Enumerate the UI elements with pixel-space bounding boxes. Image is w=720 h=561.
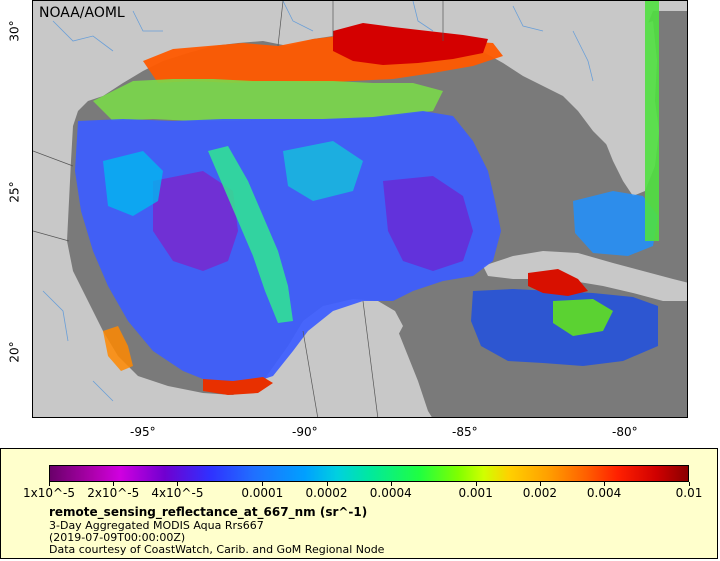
data-swath-coastal-green <box>93 79 443 121</box>
colorbar-tick-label: 0.0002 <box>305 486 348 500</box>
data-swath-cyan-center <box>283 141 363 201</box>
river-lines <box>42 1 594 402</box>
variable-name: remote_sensing_reflectance_at_667_nm (sr… <box>49 505 368 519</box>
credit-label: NOAA/AOML <box>39 5 125 21</box>
colorbar-tick-label: 0.0001 <box>241 486 284 500</box>
colorbar-tick-label: 2x10^-5 <box>87 486 140 500</box>
data-swath-purple-west <box>153 171 238 271</box>
colorbar-tick-label: 1x10^-5 <box>22 486 76 500</box>
lon-tick-90: -90° <box>292 425 318 439</box>
lon-tick-85: -85° <box>452 425 478 439</box>
colorbar-tick <box>390 482 392 486</box>
dataset-description: 3-Day Aggregated MODIS Aqua Rrs667 <box>49 519 264 532</box>
colorbar-tick-label: 0.001 <box>458 486 493 500</box>
colorbar-tick <box>262 482 264 486</box>
lat-tick-30: 30° <box>7 20 22 42</box>
legend-panel: remote_sensing_reflectance_at_667_nm (sr… <box>0 448 718 559</box>
colorbar <box>49 465 689 482</box>
colorbar-tick-label: 0.0004 <box>369 486 412 500</box>
data-swath-cyan-west <box>103 151 163 216</box>
data-swath-purple-east <box>383 176 473 271</box>
map-area: NOAA/AOML <box>32 0 688 418</box>
data-swath-east-strip <box>645 1 659 241</box>
data-swath-green-streak <box>208 146 293 323</box>
lat-tick-25: 25° <box>7 181 22 203</box>
border-lines <box>33 1 444 417</box>
land-cuba <box>483 251 687 301</box>
colorbar-tick-label: 0.004 <box>586 486 622 500</box>
data-swath-mississippi-plume <box>333 23 488 65</box>
data-swath-campeche-coast <box>203 377 273 395</box>
colorbar-tick <box>539 482 541 486</box>
lon-tick-80: -80° <box>612 425 638 439</box>
time-stamp: (2019-07-09T00:00:00Z) <box>49 531 186 544</box>
source-credit: Data courtesy of CoastWatch, Carib. and … <box>49 543 385 556</box>
colorbar-tick <box>326 482 328 486</box>
colorbar-tick <box>49 482 50 486</box>
data-swath-cuba-green <box>553 299 613 336</box>
colorbar-tick <box>475 482 477 486</box>
land-florida <box>593 21 659 196</box>
colorbar-tick <box>113 482 115 486</box>
colorbar-tick-label: 0.01 <box>675 486 703 500</box>
land-us-gulf-coast <box>33 1 687 146</box>
colorbar-tick-label: 0.002 <box>522 486 558 500</box>
data-swath-cuba-shelf <box>528 269 588 296</box>
colorbar-tick <box>689 482 690 486</box>
data-swath-mexico-coast <box>103 326 133 371</box>
reflectance-map <box>33 1 687 417</box>
colorbar-tick-label: 4x10^-5 <box>151 486 204 500</box>
lon-tick-95: -95° <box>130 425 156 439</box>
colorbar-tick <box>177 482 179 486</box>
colorbar-tick <box>604 482 606 486</box>
data-swath-florida-strait <box>573 191 658 256</box>
lat-tick-20: 20° <box>7 341 22 363</box>
